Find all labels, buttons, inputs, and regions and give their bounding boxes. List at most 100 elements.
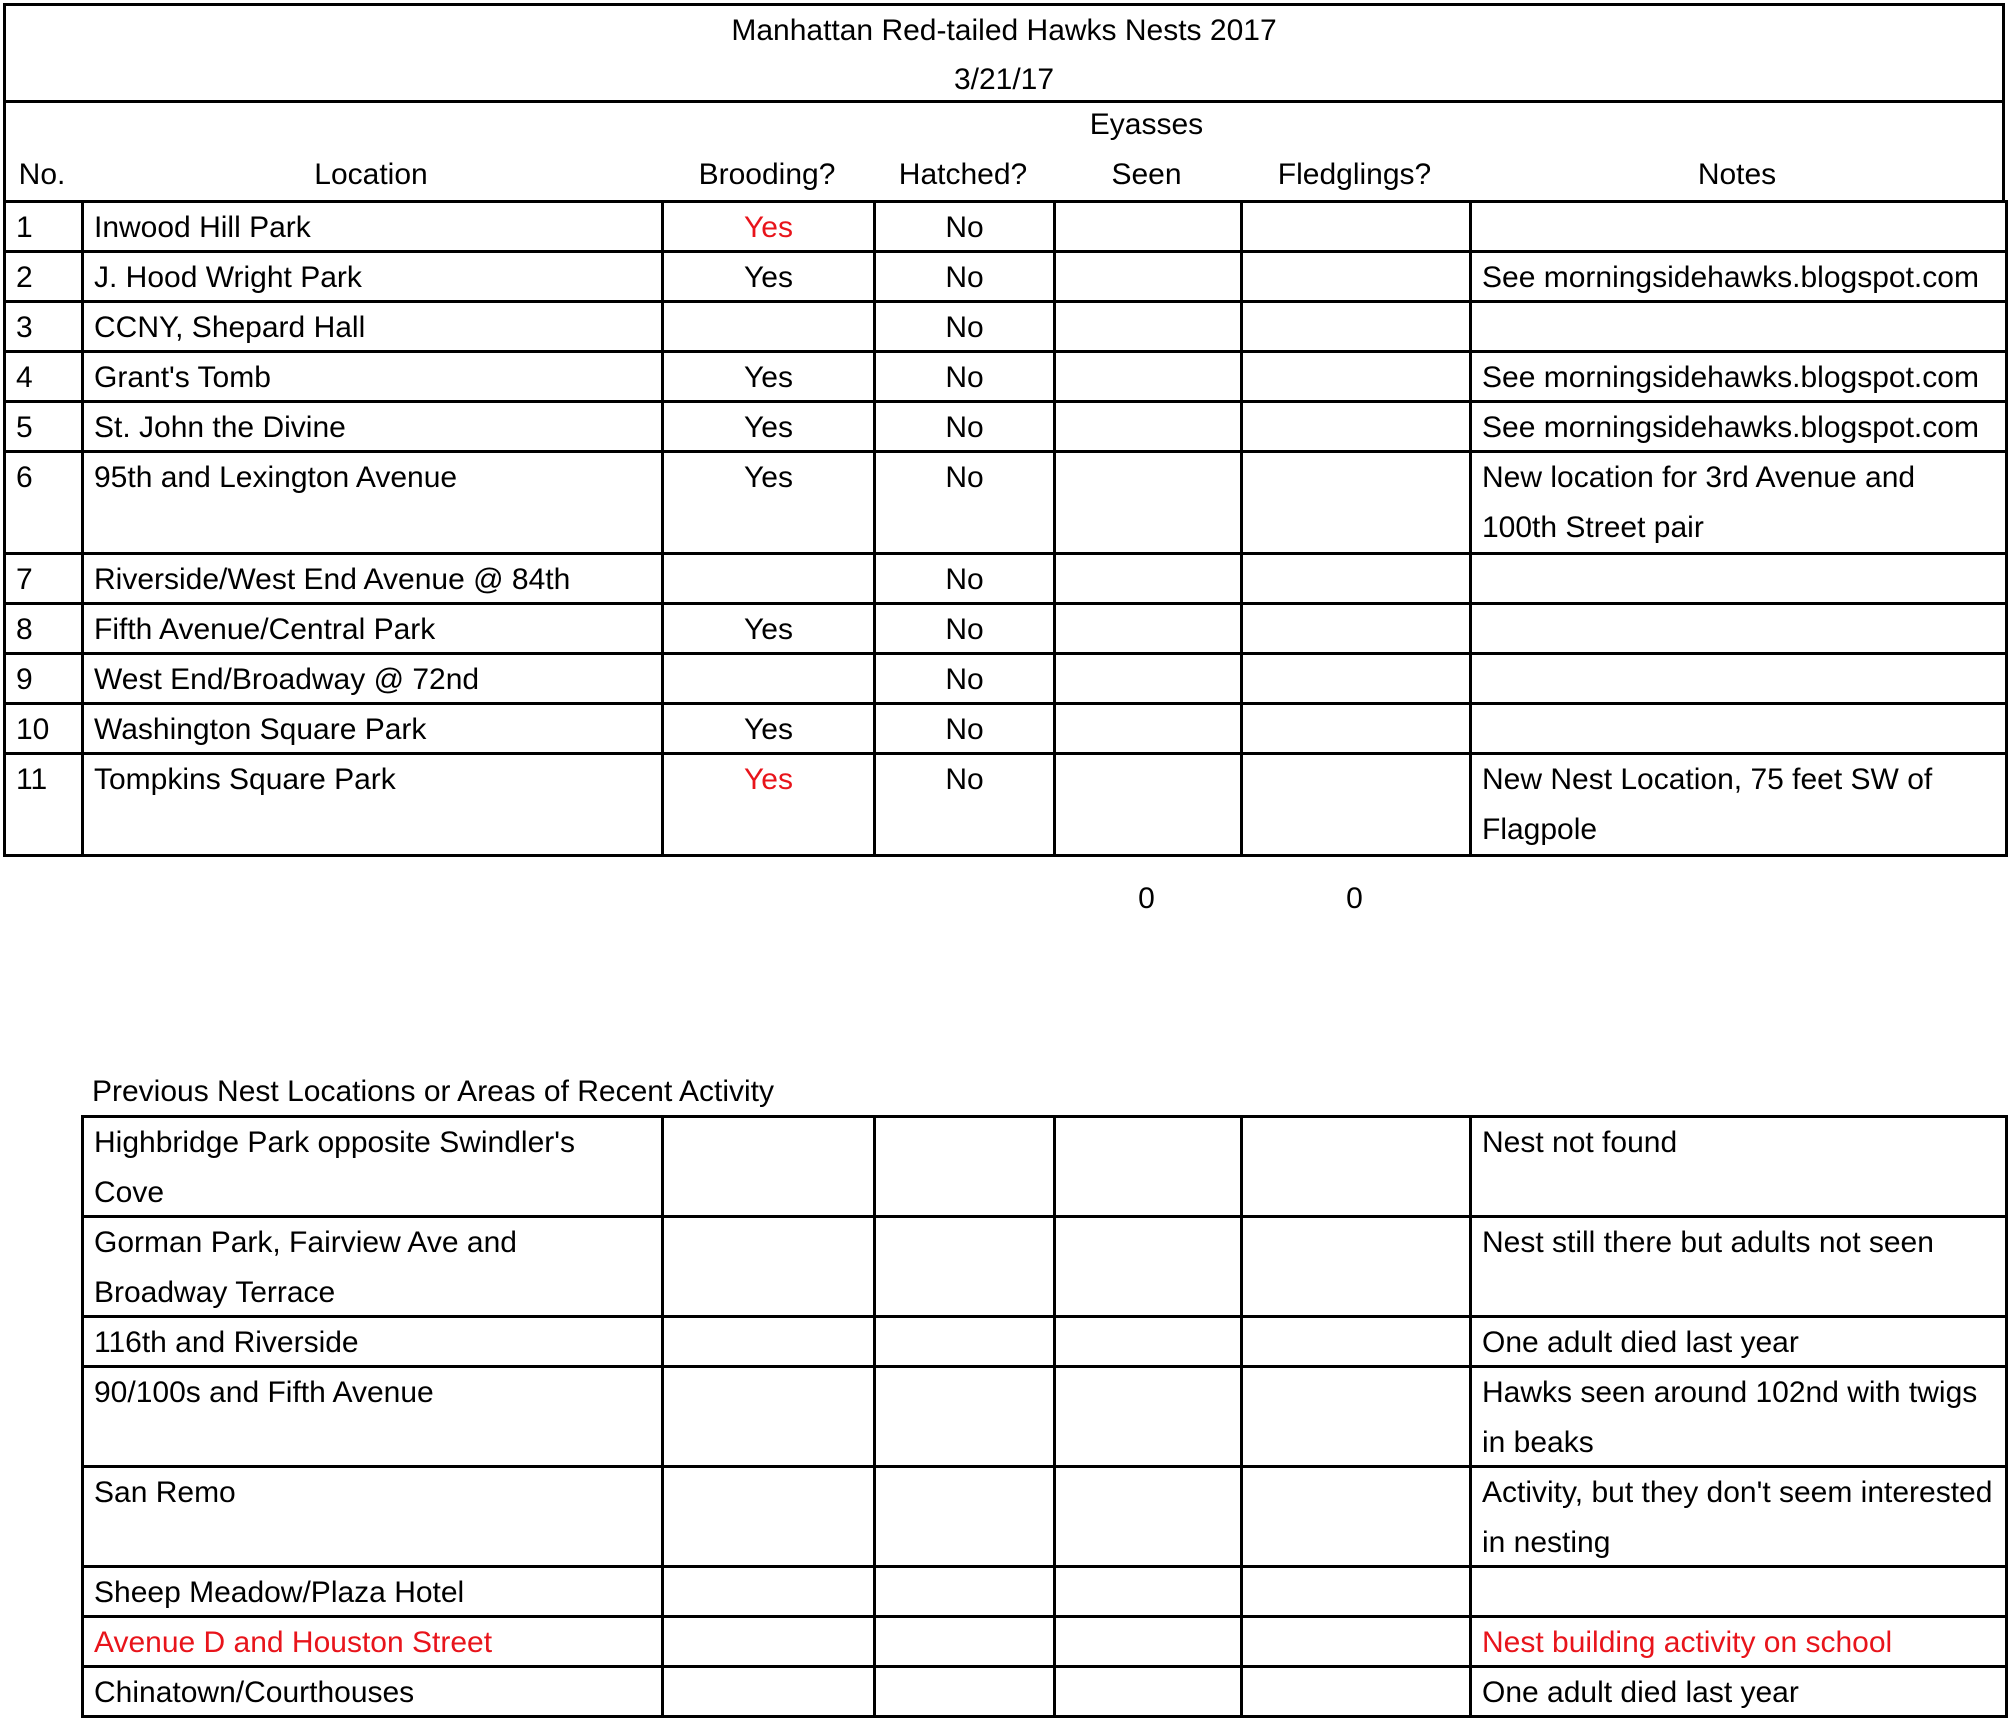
cell-text: One adult died last year [1482,1326,1799,1359]
cell [1240,1565,1472,1618]
cell: See morningsidehawks.blogspot.com [1469,400,2008,453]
cell: No [873,300,1056,353]
cell: No [873,450,1056,555]
cell-text: Highbridge Park opposite Swindler's Cove [94,1126,575,1209]
cell: Yes [661,752,876,857]
cell-text: See morningsidehawks.blogspot.com [1482,411,1979,444]
column-header: Brooding? [698,158,836,191]
cell-text: No [945,613,984,646]
cell: Yes [661,350,876,403]
cell [1053,250,1243,303]
cell: 2 [3,250,84,303]
cell [661,1315,876,1368]
cell [1053,552,1243,605]
cell-text: One adult died last year [1482,1676,1799,1709]
cell [1240,1115,1472,1218]
cell [1053,400,1243,453]
cell: No [873,702,1056,755]
cell: No [873,602,1056,655]
cell: Yes [661,200,876,253]
cell-text: 11 [16,763,48,796]
cell-text: Yes [744,461,793,494]
cell: 1 [3,200,84,253]
cell [1053,1365,1243,1468]
cell: No [873,400,1056,453]
cell [661,652,876,705]
cell: See morningsidehawks.blogspot.com [1469,250,2008,303]
cell: See morningsidehawks.blogspot.com [1469,350,2008,403]
cell: One adult died last year [1469,1315,2008,1368]
cell-text: Tompkins Square Park [94,763,396,796]
cell: Yes [661,450,876,555]
cell-text: Nest not found [1482,1126,1678,1159]
cell: Gorman Park, Fairview Ave and Broadway T… [81,1215,664,1318]
cell-text: Riverside/West End Avenue @ 84th [94,563,571,596]
cell-text: Fifth Avenue/Central Park [94,613,436,646]
cell: Activity, but they don't seem interested… [1469,1465,2008,1568]
column-header: No. [18,158,66,191]
cell [1240,1465,1472,1568]
cell: Riverside/West End Avenue @ 84th [81,552,664,605]
cell [1240,552,1472,605]
cell: Yes [661,250,876,303]
cell-text: 6 [16,461,33,494]
cell: New location for 3rd Avenue and 100th St… [1469,450,2008,555]
cell-text: 2 [16,261,33,294]
cell-text: New Nest Location, 75 feet SW of Flagpol… [1482,763,1933,846]
cell [1469,1565,2008,1618]
cell [1053,1615,1243,1668]
cell-text: Hawks seen around 102nd with twigs in be… [1482,1376,1978,1459]
total: 0 [1346,882,1363,915]
cell-text: Yes [744,361,793,394]
cell [1053,1315,1243,1368]
cell [1053,752,1243,857]
cell-text: No [945,763,984,796]
cell-text: Nest still there but adults not seen [1482,1226,1934,1259]
cell-text: St. John the Divine [94,411,346,444]
cell [1053,450,1243,555]
cell [1240,1615,1472,1668]
cell [1240,652,1472,705]
cell-text: 90/100s and Fifth Avenue [94,1376,434,1409]
cell-text: No [945,261,984,294]
cell [661,1665,876,1718]
cell-text: Sheep Meadow/Plaza Hotel [94,1576,465,1609]
cell-text: West End/Broadway @ 72nd [94,663,480,696]
cell: Hawks seen around 102nd with twigs in be… [1469,1365,2008,1468]
cell-text: Inwood Hill Park [94,211,311,244]
cell: Grant's Tomb [81,350,664,403]
cell-text: Yes [744,713,793,746]
cell-text: 1 [16,211,33,244]
cell-text: Gorman Park, Fairview Ave and Broadway T… [94,1226,517,1309]
cell-text: No [945,311,984,344]
cell: Nest still there but adults not seen [1469,1215,2008,1318]
cell [1240,200,1472,253]
cell: West End/Broadway @ 72nd [81,652,664,705]
cell [873,1315,1056,1368]
cell [661,300,876,353]
cell-text: J. Hood Wright Park [94,261,362,294]
cell: No [873,752,1056,857]
cell [1053,300,1243,353]
cell: Yes [661,702,876,755]
cell [661,1115,876,1218]
cell: Yes [661,400,876,453]
cell-text: See morningsidehawks.blogspot.com [1482,361,1979,394]
cell-text: No [945,411,984,444]
cell [873,1465,1056,1568]
column-header: Notes [1697,158,1777,191]
cell [1053,1465,1243,1568]
cell-text: See morningsidehawks.blogspot.com [1482,261,1979,294]
cell: 90/100s and Fifth Avenue [81,1365,664,1468]
cell: 6 [3,450,84,555]
cell [1240,450,1472,555]
cell [1053,350,1243,403]
cell: No [873,200,1056,253]
cell [873,1115,1056,1218]
cell: No [873,652,1056,705]
cell: 9 [3,652,84,705]
cell-text: 8 [16,613,33,646]
section-title: Previous Nest Locations or Areas of Rece… [92,1075,774,1108]
cell [661,552,876,605]
